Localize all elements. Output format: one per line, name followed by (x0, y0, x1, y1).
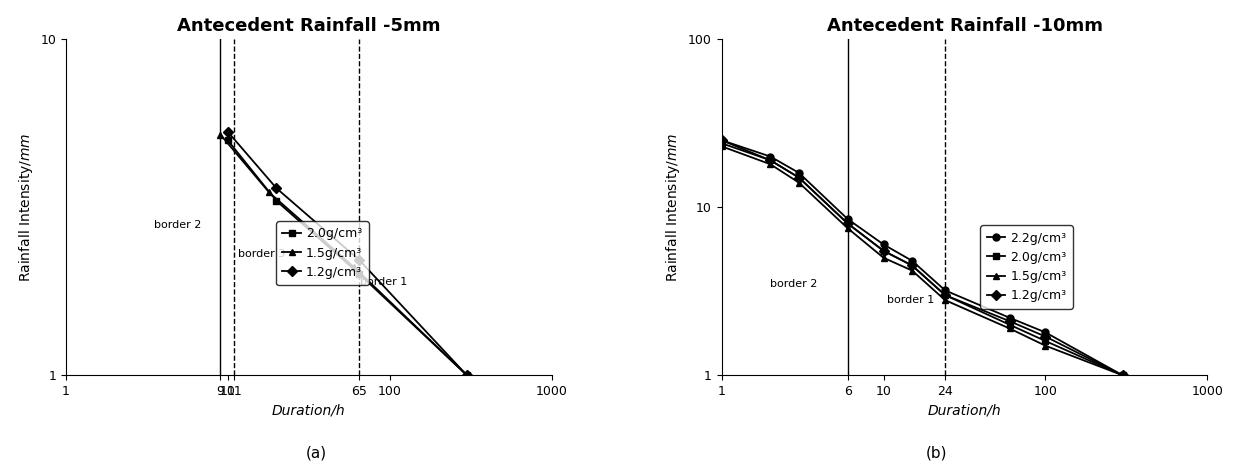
Text: border 2: border 2 (154, 220, 201, 230)
1.2g/cm³ (1115, 372, 1130, 378)
2.0g/cm³ (877, 248, 892, 254)
2.2g/cm³ (763, 154, 777, 159)
1.5g/cm³ (937, 298, 952, 303)
2.2g/cm³ (905, 258, 920, 263)
2.2g/cm³ (937, 288, 952, 293)
2.2g/cm³ (1038, 329, 1053, 335)
2.0g/cm³ (352, 271, 367, 277)
2.0g/cm³ (1115, 372, 1130, 378)
Line: 2.2g/cm³: 2.2g/cm³ (718, 137, 1126, 379)
2.0g/cm³ (841, 221, 856, 226)
1.5g/cm³ (460, 372, 475, 378)
1.2g/cm³ (221, 129, 236, 134)
1.2g/cm³ (1002, 318, 1017, 324)
2.2g/cm³ (841, 216, 856, 222)
1.2g/cm³ (352, 257, 367, 263)
Line: 1.5g/cm³: 1.5g/cm³ (217, 131, 470, 379)
Line: 1.5g/cm³: 1.5g/cm³ (718, 143, 1126, 379)
Text: border 2: border 2 (770, 279, 817, 289)
1.5g/cm³ (714, 144, 729, 149)
2.0g/cm³ (269, 198, 284, 204)
Legend: 2.2g/cm³, 2.0g/cm³, 1.5g/cm³, 1.2g/cm³: 2.2g/cm³, 2.0g/cm³, 1.5g/cm³, 1.2g/cm³ (981, 225, 1073, 309)
1.5g/cm³ (1038, 343, 1053, 348)
1.5g/cm³ (763, 161, 777, 167)
Title: Antecedent Rainfall -5mm: Antecedent Rainfall -5mm (177, 17, 440, 35)
Line: 1.2g/cm³: 1.2g/cm³ (718, 137, 1126, 379)
1.5g/cm³ (791, 180, 806, 185)
2.0g/cm³ (1002, 322, 1017, 328)
1.2g/cm³ (460, 372, 475, 378)
Line: 2.0g/cm³: 2.0g/cm³ (224, 137, 470, 379)
1.5g/cm³ (905, 268, 920, 274)
1.2g/cm³ (791, 175, 806, 180)
X-axis label: Duration/h: Duration/h (272, 404, 346, 418)
2.2g/cm³ (1002, 315, 1017, 321)
1.5g/cm³ (877, 255, 892, 261)
Y-axis label: Rainfall Intensity/​$\mathit{mm}$: Rainfall Intensity/​$\mathit{mm}$ (16, 133, 35, 282)
1.5g/cm³ (213, 132, 228, 137)
Text: (a): (a) (305, 445, 327, 460)
Legend: 2.0g/cm³, 1.5g/cm³, 1.2g/cm³: 2.0g/cm³, 1.5g/cm³, 1.2g/cm³ (277, 221, 368, 285)
1.2g/cm³ (269, 185, 284, 191)
1.2g/cm³ (937, 292, 952, 298)
1.2g/cm³ (1038, 334, 1053, 340)
2.2g/cm³ (791, 170, 806, 176)
Text: border 1: border 1 (361, 277, 408, 286)
Text: border 3: border 3 (238, 249, 285, 259)
1.5g/cm³ (1115, 372, 1130, 378)
2.0g/cm³ (763, 158, 777, 163)
2.2g/cm³ (1115, 372, 1130, 378)
Y-axis label: Rainfall Intensity/​$\mathit{mm}$: Rainfall Intensity/​$\mathit{mm}$ (665, 133, 682, 282)
1.2g/cm³ (877, 248, 892, 254)
2.0g/cm³ (905, 263, 920, 268)
Title: Antecedent Rainfall -10mm: Antecedent Rainfall -10mm (827, 17, 1102, 35)
2.0g/cm³ (460, 372, 475, 378)
Text: (b): (b) (925, 445, 947, 460)
1.2g/cm³ (841, 221, 856, 226)
2.0g/cm³ (221, 138, 236, 143)
Line: 1.2g/cm³: 1.2g/cm³ (224, 128, 470, 379)
1.2g/cm³ (714, 138, 729, 143)
Text: border 1: border 1 (887, 295, 934, 305)
1.2g/cm³ (763, 158, 777, 163)
Line: 2.0g/cm³: 2.0g/cm³ (718, 140, 1126, 379)
1.5g/cm³ (346, 264, 361, 270)
2.2g/cm³ (714, 138, 729, 143)
1.5g/cm³ (1002, 326, 1017, 331)
1.2g/cm³ (905, 263, 920, 268)
1.5g/cm³ (841, 225, 856, 231)
2.0g/cm³ (791, 175, 806, 180)
2.2g/cm³ (877, 242, 892, 247)
2.0g/cm³ (714, 140, 729, 146)
X-axis label: Duration/h: Duration/h (928, 404, 1002, 418)
2.0g/cm³ (1038, 338, 1053, 344)
2.0g/cm³ (937, 292, 952, 298)
1.5g/cm³ (262, 189, 277, 195)
